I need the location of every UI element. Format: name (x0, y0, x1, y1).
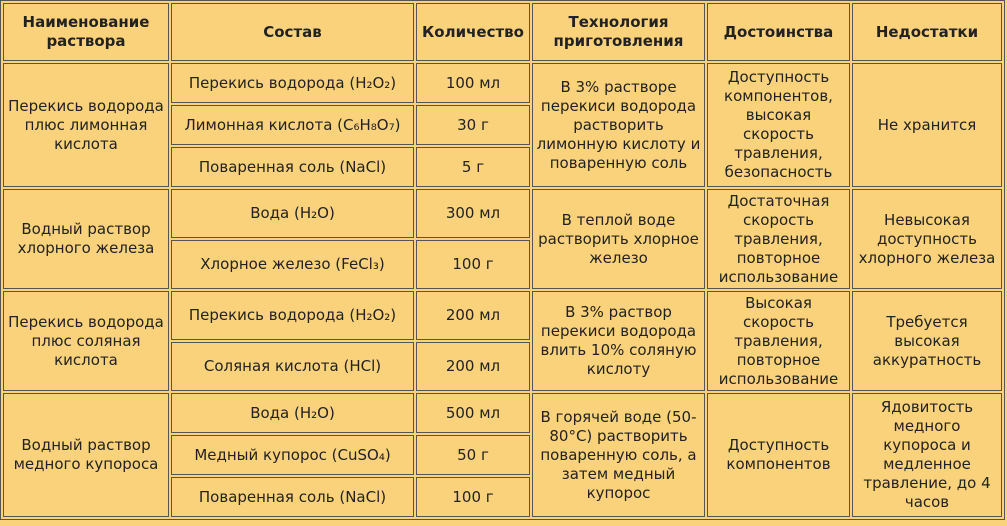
composition: Перекись водорода (H₂O₂) (171, 291, 414, 340)
advantages: Доступность компонентов (707, 393, 850, 517)
header-cell: Технология приготовления (532, 3, 705, 61)
solution-name: Водный раствор медного купороса (3, 393, 169, 517)
header-cell: Наименование раствора (3, 3, 169, 61)
composition: Вода (H₂O) (171, 189, 414, 238)
composition: Перекись водорода (H₂O₂) (171, 63, 414, 103)
disadvantages: Невысокая доступность хлорного железа (852, 189, 1002, 289)
solution-name: Перекись водорода плюс соляная кислота (3, 291, 169, 391)
table-row: Соляная кислота (HCl) 200 мл (3, 342, 1002, 391)
header-cell: Достоинства (707, 3, 850, 61)
amount: 50 г (416, 435, 530, 475)
composition: Вода (H₂O) (171, 393, 414, 433)
disadvantages: Требуется высокая аккуратность (852, 291, 1002, 391)
table-row: Хлорное железо (FeCl₃) 100 г (3, 240, 1002, 289)
composition: Медный купорос (CuSO₄) (171, 435, 414, 475)
disadvantages: Ядовитость медного купороса и медленное … (852, 393, 1002, 517)
composition: Лимонная кислота (C₆H₈O₇) (171, 105, 414, 145)
amount: 100 г (416, 240, 530, 289)
amount: 500 мл (416, 393, 530, 433)
table-row: Наименование раствора Состав Количество Тех… (3, 3, 1002, 61)
amount: 5 г (416, 147, 530, 187)
amount: 100 г (416, 477, 530, 517)
advantages: Высокая скорость травления, повторное ис… (707, 291, 850, 391)
advantages: Достаточная скорость травления, повторно… (707, 189, 850, 289)
amount: 200 мл (416, 342, 530, 391)
composition: Соляная кислота (HCl) (171, 342, 414, 391)
composition: Поваренная соль (NaCl) (171, 477, 414, 517)
disadvantages: Не хранится (852, 63, 1002, 187)
table-row: Перекись водорода плюс соляная кислота Пе… (3, 291, 1002, 391)
table-row: Водный раствор хлорного железа Вода (H₂O)… (3, 189, 1002, 289)
technology: В теплой воде растворить хлорное железо (532, 189, 705, 289)
table-row: Поваренная соль (NaCl) 100 г (3, 477, 1002, 517)
advantages: Доступность компонентов, высокая скорост… (707, 63, 850, 187)
table-row: Медный купорос (CuSO₄) 50 г (3, 435, 1002, 475)
solution-name: Перекись водорода плюс лимонная кислота (3, 63, 169, 187)
technology: В 3% растворе перекиси водорода раствори… (532, 63, 705, 187)
table-row: Лимонная кислота (C₆H₈O₇) 30 г (3, 105, 1002, 145)
table-row: Перекись водорода плюс лимонная кислота П… (3, 63, 1002, 187)
amount: 200 мл (416, 291, 530, 340)
header-cell: Количество (416, 3, 530, 61)
amount: 300 мл (416, 189, 530, 238)
header-cell: Недостатки (852, 3, 1002, 61)
table-row: Поваренная соль (NaCl) 5 г (3, 147, 1002, 187)
technology: В горячей воде (50-80°C) растворить пова… (532, 393, 705, 517)
composition: Поваренная соль (NaCl) (171, 147, 414, 187)
solution-name: Водный раствор хлорного железа (3, 189, 169, 289)
amount: 30 г (416, 105, 530, 145)
technology: В 3% раствор перекиси водорода влить 10%… (532, 291, 705, 391)
header-cell: Состав (171, 3, 414, 61)
amount: 100 мл (416, 63, 530, 103)
table-row: Водный раствор медного купороса Вода (H₂O… (3, 393, 1002, 517)
composition: Хлорное железо (FeCl₃) (171, 240, 414, 289)
